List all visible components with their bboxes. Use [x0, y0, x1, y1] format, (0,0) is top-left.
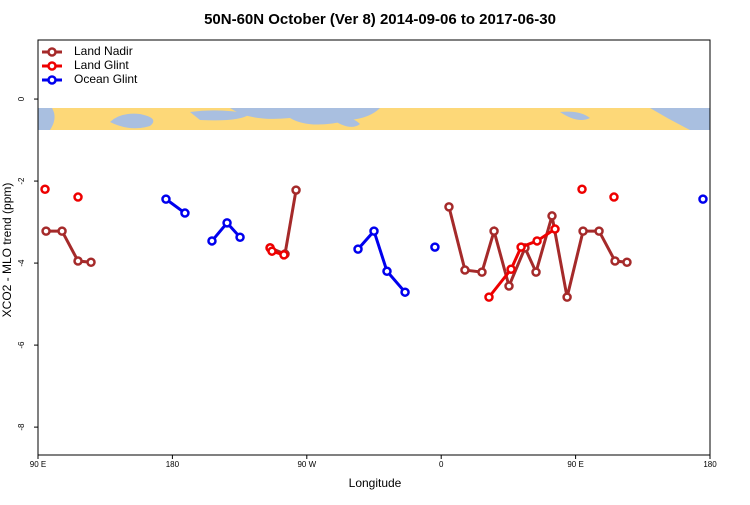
point [610, 256, 620, 266]
legend-marker [47, 61, 57, 71]
point [532, 236, 542, 246]
point [41, 226, 51, 236]
point [460, 265, 470, 275]
point [504, 281, 514, 291]
point [430, 242, 440, 252]
point [222, 218, 232, 228]
x-tick-label: 0 [439, 460, 444, 469]
x-tick-label: 180 [703, 460, 717, 469]
point [291, 185, 301, 195]
point [235, 232, 245, 242]
chart-title: 50N-60N October (Ver 8) 2014-09-06 to 20… [204, 11, 556, 28]
point [609, 192, 619, 202]
point [622, 257, 632, 268]
legend-marker [47, 75, 57, 85]
point [400, 287, 410, 297]
point [531, 267, 541, 277]
point [73, 192, 83, 202]
legend-label: Ocean Glint [74, 72, 138, 86]
point [180, 208, 190, 218]
y-tick-label: -8 [17, 423, 26, 431]
legend-marker [47, 47, 57, 57]
legend-label: Land Nadir [74, 44, 133, 58]
y-tick-label: -4 [17, 259, 26, 267]
point [506, 264, 516, 274]
point [267, 246, 277, 256]
legend-label: Land Glint [74, 58, 129, 72]
point [484, 292, 494, 302]
point [279, 250, 289, 260]
point [57, 226, 67, 236]
plot-frame [37, 39, 711, 456]
point [444, 202, 454, 212]
point [86, 257, 96, 268]
point [594, 226, 604, 236]
y-tick-label: 0 [17, 96, 26, 101]
x-tick-label: 90 W [297, 460, 316, 469]
x-axis-label: Longitude [349, 476, 402, 490]
map-strip [38, 108, 710, 130]
x-tick-label: 90 E [30, 460, 46, 469]
point [73, 256, 83, 266]
y-axis-label: XCO2 - MLO trend (ppm) [0, 183, 14, 318]
point [577, 184, 587, 195]
y-tick-label: -6 [17, 341, 26, 349]
x-tick-label: 90 E [567, 460, 583, 469]
point [562, 292, 572, 302]
point [369, 226, 379, 236]
point [382, 266, 392, 277]
point [698, 194, 708, 204]
point [578, 226, 588, 236]
point [547, 211, 557, 221]
point [207, 236, 217, 246]
point [40, 184, 50, 195]
point [161, 194, 171, 204]
x-tick-label: 180 [166, 460, 180, 469]
point [353, 244, 363, 254]
point [477, 267, 487, 277]
point [516, 242, 526, 252]
point [550, 224, 560, 234]
y-tick-label: -2 [17, 177, 26, 185]
point [489, 226, 499, 236]
